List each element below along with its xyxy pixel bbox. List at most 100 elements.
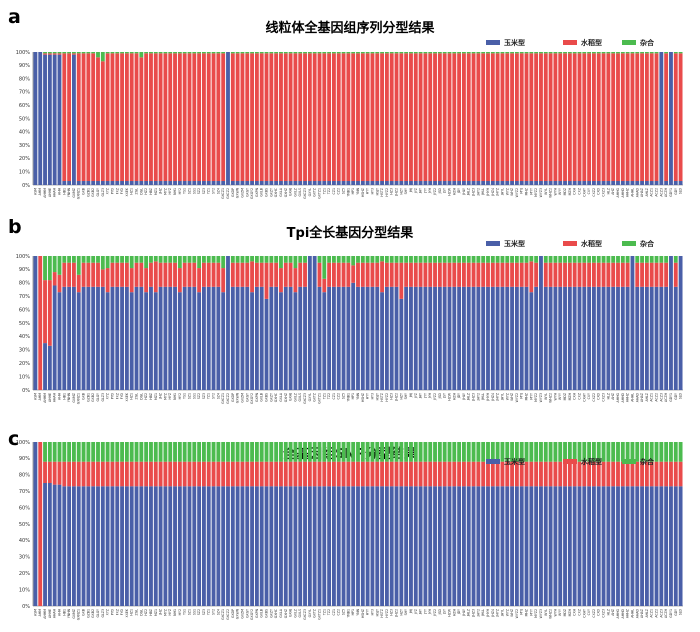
bar-hybrid (153, 256, 158, 262)
bar-maize (240, 181, 245, 185)
bar-rice (259, 262, 264, 287)
bar-maize (192, 181, 197, 185)
x-tick-label: HZ3 (390, 609, 394, 616)
bar-maize (423, 286, 428, 390)
x-tick-label: AHHE (48, 393, 52, 402)
bar-maize (120, 181, 124, 185)
bar-maize (144, 181, 149, 185)
bar-rice (375, 262, 380, 287)
x-tick-label: HYZ (168, 392, 172, 399)
x-tick-label: AHM (38, 609, 42, 617)
bar-rice (423, 461, 428, 487)
bar-hybrid (356, 52, 360, 54)
bar-maize (486, 286, 490, 390)
bar-maize (490, 181, 495, 185)
y-tick-label: 60% (19, 103, 30, 109)
bar-hybrid (91, 52, 96, 54)
bar-maize (592, 181, 596, 185)
bar-rice (673, 262, 678, 287)
bar-rice (139, 262, 144, 287)
bar-maize (134, 486, 139, 606)
bar-maize (428, 286, 433, 390)
bar-rice (524, 262, 529, 287)
bar-rice (216, 262, 221, 287)
bar-hybrid (235, 442, 240, 462)
bar-hybrid (269, 52, 274, 54)
x-tick-label: YZ1 (207, 393, 211, 399)
bar-rice (182, 53, 187, 182)
bar-maize (110, 181, 115, 185)
bar-maize (187, 181, 192, 185)
bar-hybrid (202, 442, 206, 462)
bar-hybrid (96, 52, 100, 58)
bar-hybrid (279, 442, 283, 462)
bar-maize (120, 286, 124, 390)
bar-rice (274, 262, 279, 287)
x-tick-label: JHZ2 (395, 188, 399, 197)
bar-maize (644, 181, 649, 185)
bar-hybrid (673, 256, 678, 263)
bar-rice (375, 53, 380, 182)
x-tick-label: CXZ (577, 608, 581, 615)
bar-maize (76, 181, 81, 185)
bar-maize (283, 286, 288, 390)
legend-swatch (622, 459, 636, 464)
bar-hybrid (105, 256, 110, 269)
bar-hybrid (245, 52, 250, 54)
x-tick-label: GXZM (240, 188, 244, 198)
bar-hybrid (230, 442, 235, 462)
x-tick-label: JHYH (486, 608, 490, 617)
bar-maize (264, 181, 269, 185)
x-tick-label: HYZ (168, 608, 172, 615)
x-tick-label: JYY (423, 188, 427, 194)
x-tick-label: MHZ (525, 187, 529, 195)
x-tick-label: GLGY (96, 393, 100, 402)
bar-maize (202, 486, 206, 606)
bar-hybrid (149, 256, 153, 263)
bar-rice (481, 262, 486, 287)
bar-hybrid (254, 256, 259, 263)
bar-maize (163, 486, 168, 606)
bar-maize (351, 181, 356, 185)
y-tick-label: 50% (19, 522, 30, 528)
y-tick-label: 70% (19, 90, 30, 96)
bar-hybrid (120, 52, 124, 54)
bar-rice (462, 262, 466, 287)
x-tick-label: YZ1 (207, 188, 211, 194)
bar-hybrid (293, 52, 298, 54)
x-tick-label: JSY (443, 609, 447, 615)
bar-maize (43, 54, 47, 185)
legend-swatch (486, 459, 500, 464)
bar-maize (582, 286, 587, 390)
x-tick-label: GXHJ (289, 393, 293, 401)
x-tick-label: HSHZ (361, 392, 365, 402)
y-tick-label: 0% (22, 183, 30, 189)
bar-rice (264, 53, 269, 182)
bar-maize (404, 286, 409, 390)
bar-maize (452, 181, 457, 185)
bar-hybrid (423, 256, 428, 263)
x-tick-label: DGL (139, 188, 143, 195)
bar-maize (129, 292, 134, 390)
bar-maize (163, 286, 168, 390)
bar-rice (563, 461, 567, 487)
bar-hybrid (423, 442, 428, 462)
bar-maize (293, 292, 298, 390)
x-tick-label: JHLL (481, 609, 485, 617)
bar-rice (62, 53, 67, 182)
bar-rice (678, 461, 683, 487)
bar-maize (399, 298, 404, 390)
bar-hybrid (384, 52, 389, 54)
bar-hybrid (322, 442, 327, 462)
bar-maize (486, 181, 490, 185)
x-tick-label: CXHY (582, 393, 586, 402)
x-tick-label: CXH (573, 392, 577, 399)
bar-maize (91, 486, 96, 606)
bar-maize (235, 181, 240, 185)
x-tick-label: AHHL (630, 393, 634, 402)
x-tick-label: HBZ (149, 392, 153, 400)
bar-rice (149, 461, 153, 487)
bar-maize (264, 486, 269, 606)
bar-maize (558, 486, 563, 606)
bar-rice (230, 53, 235, 182)
